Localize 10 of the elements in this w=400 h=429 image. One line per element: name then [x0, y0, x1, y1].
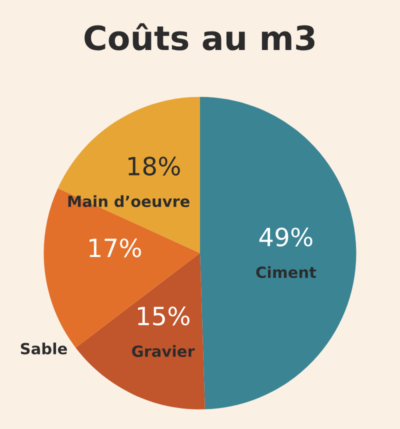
pie-slice: [200, 96, 356, 410]
slice-label: Gravier: [132, 345, 195, 358]
data-label: 17%: [90, 238, 141, 258]
data-label: 15%: [138, 306, 190, 326]
chart-title: Coûts au m3: [84, 23, 314, 50]
slice-label: Sable: [20, 342, 67, 354]
slice-label: Ciment: [256, 266, 316, 278]
slice-label: Main d’oeuvre: [68, 195, 190, 208]
data-label: 18%: [128, 156, 180, 176]
data-label: 49%: [259, 228, 312, 246]
